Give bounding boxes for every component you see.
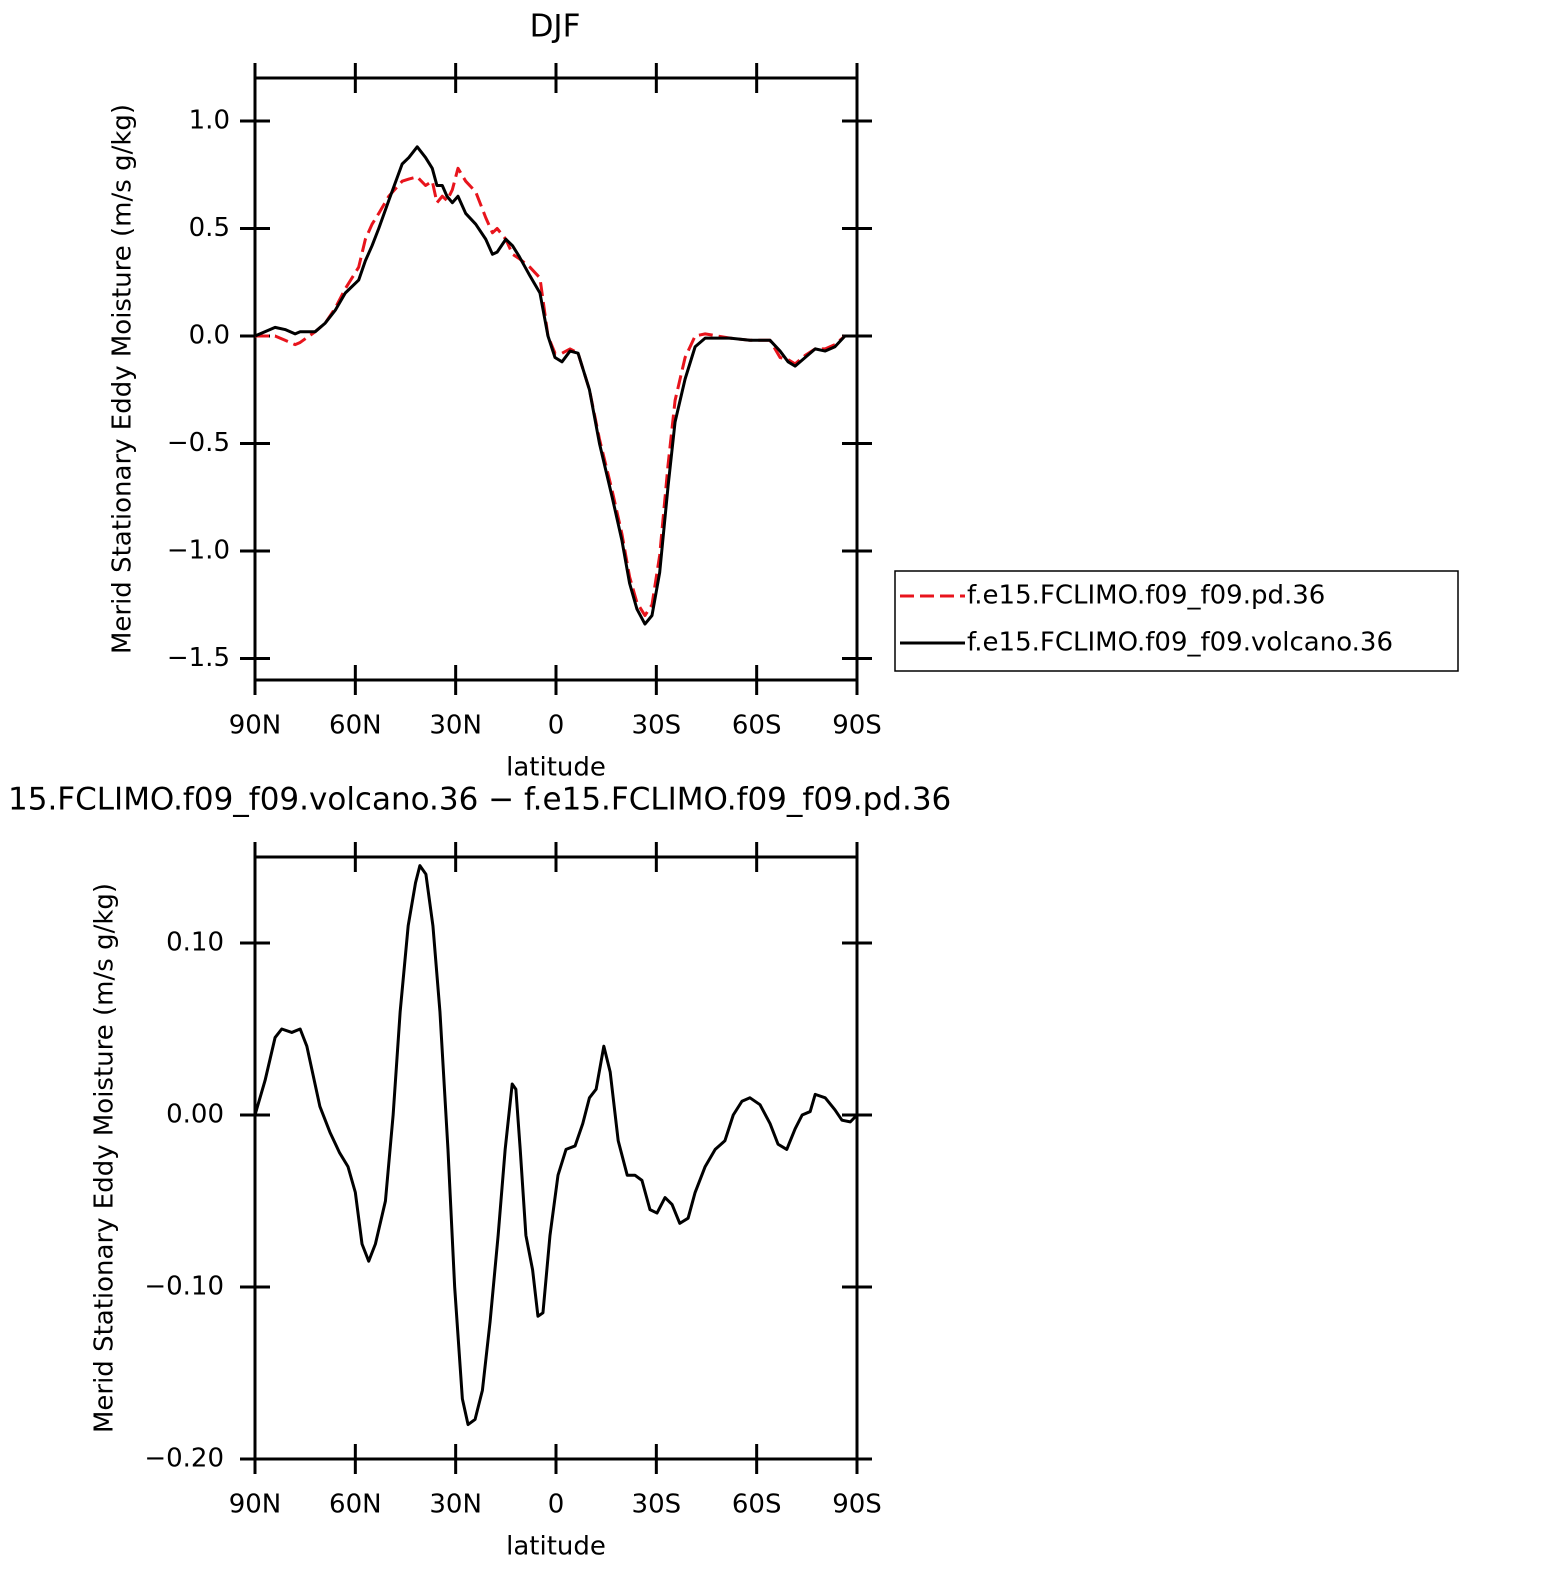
y-axis-label: Merid Stationary Eddy Moisture (m/s g/kg… (108, 104, 138, 654)
x-tick-label: 60S (732, 1490, 782, 1520)
x-axis-label: latitude (506, 1532, 606, 1562)
x-tick-label: 60N (329, 1490, 382, 1520)
x-tick-label: 30N (429, 711, 482, 741)
y-tick-label: −0.20 (144, 1444, 224, 1474)
y-axis-label: Merid Stationary Eddy Moisture (m/s g/kg… (90, 883, 120, 1433)
x-tick-label: 90S (832, 1490, 882, 1520)
x-tick-label: 90N (229, 1490, 282, 1520)
y-tick-label: −1.5 (167, 643, 230, 673)
x-tick-label: 90S (832, 711, 882, 741)
data-line (253, 864, 859, 1427)
legend-box (894, 570, 1459, 672)
x-tick-label: 30N (429, 1490, 482, 1520)
data-line (254, 145, 857, 626)
x-tick-label: 0 (548, 711, 565, 741)
y-tick-label: 1.0 (189, 106, 230, 136)
chart-title: 15.FCLIMO.f09_f09.volcano.36 − f.e15.FCL… (8, 782, 951, 818)
x-tick-label: 30S (632, 711, 682, 741)
plot-frame (253, 855, 859, 1461)
legend-label: f.e15.FCLIMO.f09_f09.pd.36 (967, 581, 1325, 611)
y-tick-label: −0.10 (144, 1272, 224, 1302)
chart-title: DJF (530, 9, 581, 45)
y-tick-label: 0.00 (166, 1100, 224, 1130)
legend-label: f.e15.FCLIMO.f09_f09.volcano.36 (967, 628, 1393, 658)
y-tick-label: −1.0 (167, 536, 230, 566)
x-tick-label: 90N (229, 711, 282, 741)
x-tick-label: 60N (329, 711, 382, 741)
x-axis-label: latitude (506, 753, 606, 783)
y-tick-label: 0.10 (166, 928, 224, 958)
y-tick-label: −0.5 (167, 428, 230, 458)
y-tick-label: 0.5 (189, 213, 230, 243)
plot-frame (253, 76, 859, 682)
x-tick-label: 0 (548, 1490, 565, 1520)
x-tick-label: 60S (732, 711, 782, 741)
y-tick-label: 0.0 (189, 321, 230, 351)
data-line (255, 166, 857, 617)
x-tick-label: 30S (632, 1490, 682, 1520)
